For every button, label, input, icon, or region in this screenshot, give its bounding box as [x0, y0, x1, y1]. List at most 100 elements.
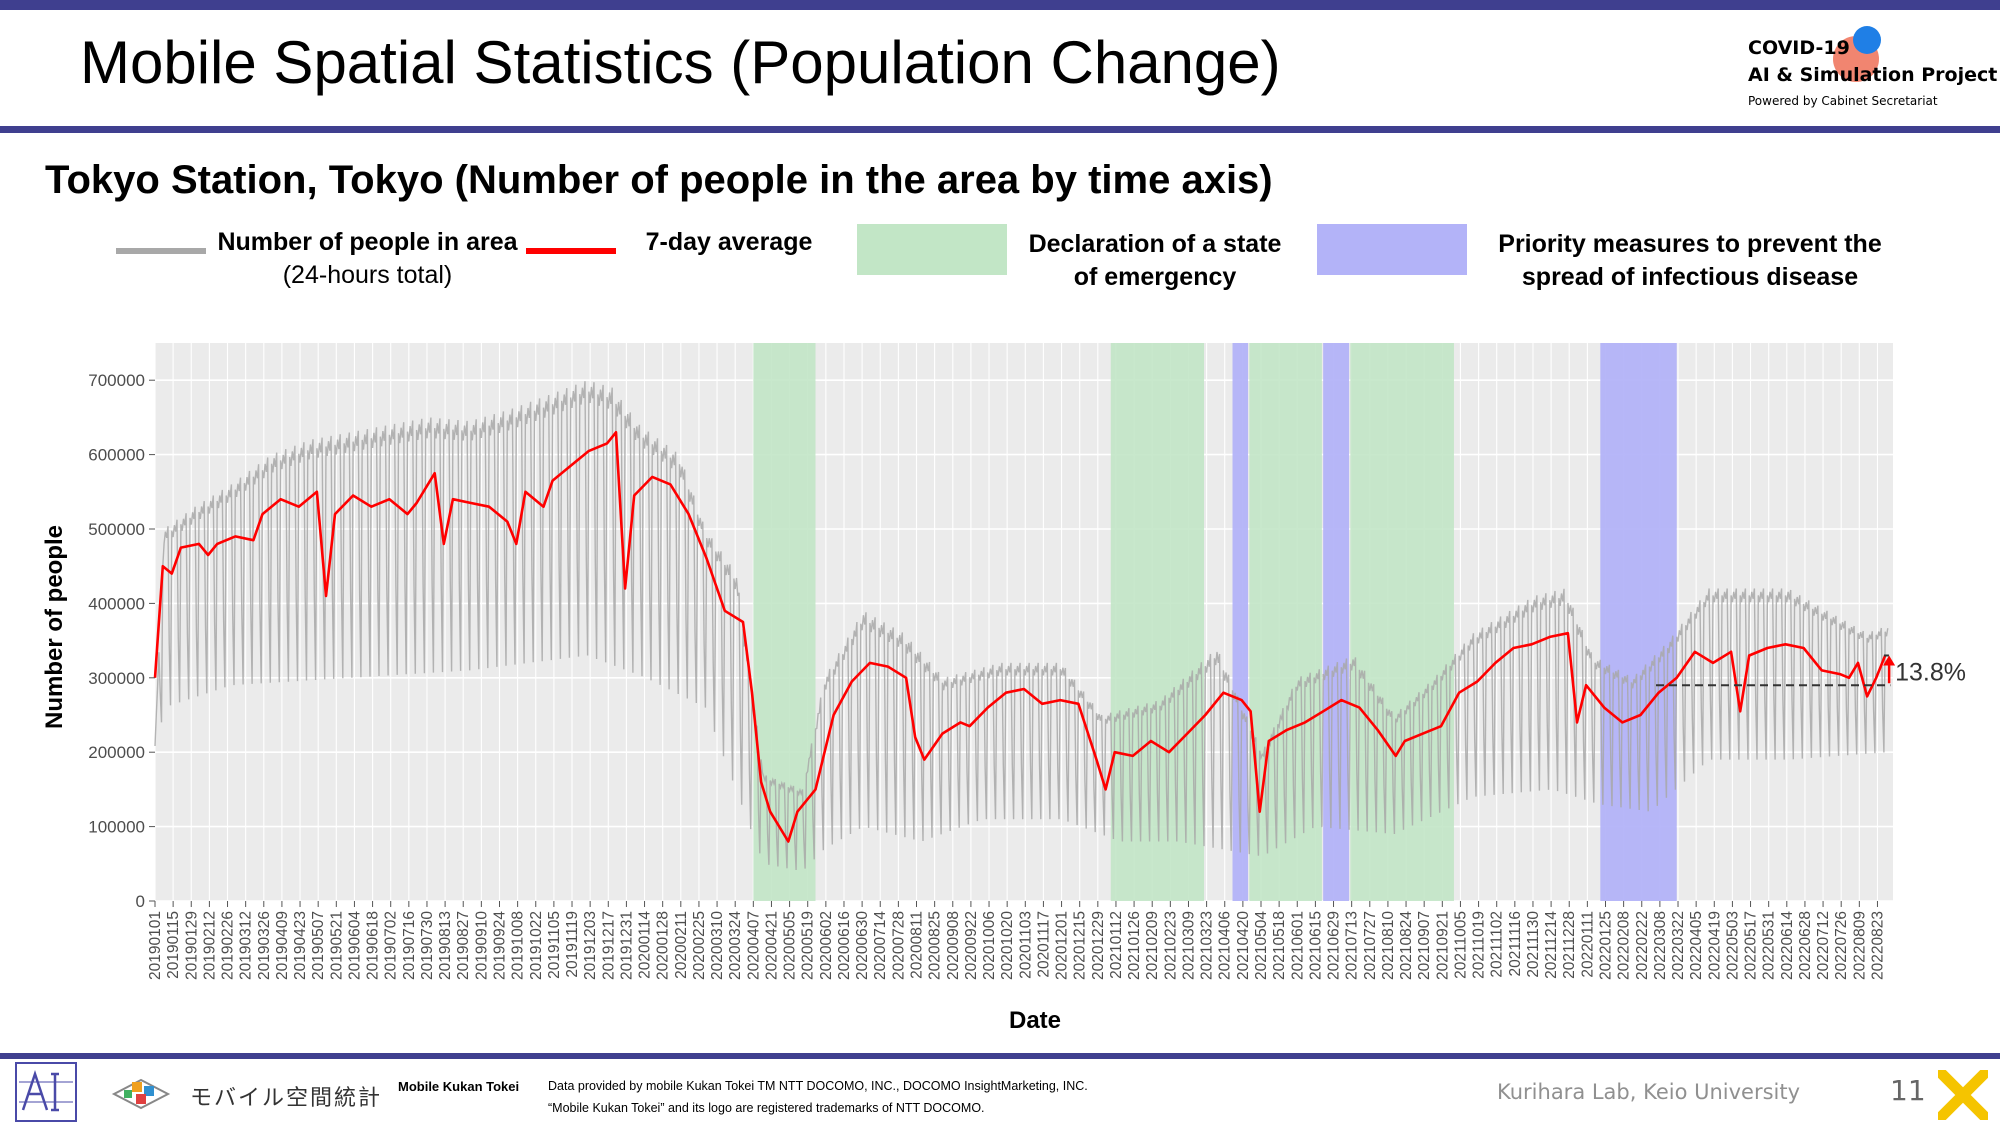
x-tick-label: 20210810 [1380, 911, 1397, 980]
y-tick-label: 100000 [88, 818, 145, 837]
x-tick-label: 20210921 [1434, 911, 1451, 980]
x-tick-label: 20190507 [310, 911, 327, 980]
x-tick-label: 20200114 [637, 911, 654, 979]
logo-line-1: COVID-19 [1748, 37, 1850, 59]
legend-emergency-swatch [857, 224, 1007, 275]
average-series-line [153, 431, 1887, 843]
legend-priority-label: Priority measures to prevent the spread … [1470, 228, 1910, 294]
x-tick-label: 20210907 [1416, 911, 1433, 980]
x-tick-label: 20210209 [1144, 911, 1161, 980]
x-tick-label: 20220125 [1597, 911, 1614, 980]
mobile-kukan-logo-icon [111, 1078, 171, 1110]
x-axis-label: Date [1009, 1007, 1061, 1034]
x-tick-label: 20190618 [365, 911, 382, 980]
x-tick-label: 20200519 [800, 911, 817, 980]
x-tick-label: 20190604 [346, 911, 363, 980]
page-number: 11 [1890, 1074, 1926, 1107]
logo-line-3: Powered by Cabinet Secretariat [1748, 94, 1938, 108]
x-tick-label: 20200225 [691, 911, 708, 980]
x-tick-label: 20220208 [1616, 911, 1633, 980]
x-tick-label: 20200602 [818, 911, 835, 980]
x-tick-label: 20201117 [1035, 911, 1052, 978]
x-tick-label: 20190115 [165, 911, 182, 979]
priority-band [1600, 343, 1677, 901]
x-tick-label: 20191105 [546, 911, 563, 979]
footer-divider [0, 1053, 2000, 1059]
footer-brand-name: Mobile Kukan Tokei [398, 1079, 520, 1094]
x-tick-label: 20210615 [1307, 911, 1324, 980]
x-tick-label: 20191217 [600, 911, 617, 980]
x-tick-label: 20220531 [1761, 911, 1778, 980]
x-tick-label: 20190924 [491, 911, 508, 980]
x-tick-label: 20220405 [1688, 911, 1705, 980]
x-tick-label: 20200324 [727, 911, 744, 980]
x-tick-label: 20191008 [510, 911, 527, 980]
x-tick-label: 20220322 [1670, 911, 1687, 980]
priority-band [1232, 343, 1249, 901]
x-tick-label: 20210629 [1326, 911, 1343, 980]
x-tick-label: 20201103 [1017, 911, 1034, 979]
daily-series-line [154, 381, 1889, 871]
y-tick-label: 200000 [88, 743, 145, 762]
population-line-chart: 0 100000 200000 300000 400000 500000 600000 700… [41, 343, 1966, 1034]
x-tick-label: 20200908 [945, 911, 962, 980]
x-tick-label: 20210713 [1344, 911, 1361, 980]
x-tick-label: 20210727 [1362, 911, 1379, 980]
x-tick-label: 20210406 [1217, 911, 1234, 980]
daily-series [154, 381, 1889, 871]
x-tick-label: 20211102 [1489, 911, 1506, 978]
x-tick-label: 20220222 [1634, 911, 1651, 980]
x-tick-label: 20220809 [1851, 911, 1868, 980]
y-tick-label: 300000 [88, 669, 145, 688]
x-tick-label: 20211130 [1525, 911, 1542, 978]
x-tick-label: 20210112 [1108, 911, 1125, 979]
x-tick-label: 20200630 [854, 911, 871, 980]
x-tick-label: 20200211 [673, 911, 690, 979]
x-tick-label: 20190423 [292, 911, 309, 980]
x-tick-label: 20190212 [201, 911, 218, 980]
footer-credit-1: Data provided by mobile Kukan Tokei TM N… [548, 1079, 1088, 1093]
x-tick-label: 20201020 [999, 911, 1016, 980]
x-tick-label: 20200811 [909, 911, 926, 979]
legend-daily-swatch [116, 248, 206, 254]
x-tick-label: 20190521 [328, 911, 345, 980]
x-tick-label: 20200616 [836, 911, 853, 980]
x-tick-label: 20190827 [455, 911, 472, 980]
x-tick-label: 20191203 [582, 911, 599, 980]
x-tick-label: 20191022 [528, 911, 545, 980]
x-tick-label: 20210323 [1199, 911, 1216, 980]
x-tick-label: 20211228 [1561, 911, 1578, 979]
x-tick-label: 20201006 [981, 911, 998, 980]
y-tick-label: 500000 [88, 520, 145, 539]
x-tick-label: 20220712 [1815, 911, 1832, 980]
legend-priority-text-1: Priority measures to prevent the [1498, 230, 1882, 258]
legend-priority-text-2: spread of infectious disease [1521, 263, 1859, 291]
x-tick-label: 20200128 [655, 911, 672, 980]
y-tick-label: 400000 [88, 594, 145, 613]
legend-average-label: 7-day average [645, 228, 813, 256]
x-tick-label: 20211005 [1452, 911, 1469, 979]
x-tick-label: 20220614 [1779, 911, 1796, 980]
x-tick-label: 20190101 [147, 911, 164, 980]
y-tick-label: 600000 [88, 446, 145, 465]
average-series [153, 431, 1887, 843]
x-tick-label: 20210126 [1126, 911, 1143, 980]
legend-emergency-text-2: of emergency [1073, 263, 1237, 291]
x-tick-label: 20220517 [1743, 911, 1760, 980]
corner-x-logo-icon [1938, 1070, 1988, 1120]
x-tick-label: 20211019 [1471, 911, 1488, 979]
change-annotation: 13.8% [1656, 654, 1966, 686]
x-tick-label: 20201229 [1090, 911, 1107, 980]
logo-line-2: AI & Simulation Project [1748, 64, 1998, 86]
page-title: Mobile Spatial Statistics (Population Ch… [80, 29, 1281, 96]
x-tick-label: 20190716 [401, 911, 418, 980]
x-tick-label: 20211116 [1507, 911, 1524, 977]
y-tick-label: 700000 [88, 371, 145, 390]
legend-daily-subtext: (24-hours total) [282, 261, 453, 289]
legend-average-swatch [526, 248, 616, 254]
x-tick-label: 20200714 [872, 911, 889, 980]
chart-title: Tokyo Station, Tokyo (Number of people i… [45, 158, 1273, 202]
logo-blue-circle-icon [1853, 26, 1881, 54]
x-tick-label: 20220503 [1724, 911, 1741, 980]
x-tick-label: 20210420 [1235, 911, 1252, 980]
